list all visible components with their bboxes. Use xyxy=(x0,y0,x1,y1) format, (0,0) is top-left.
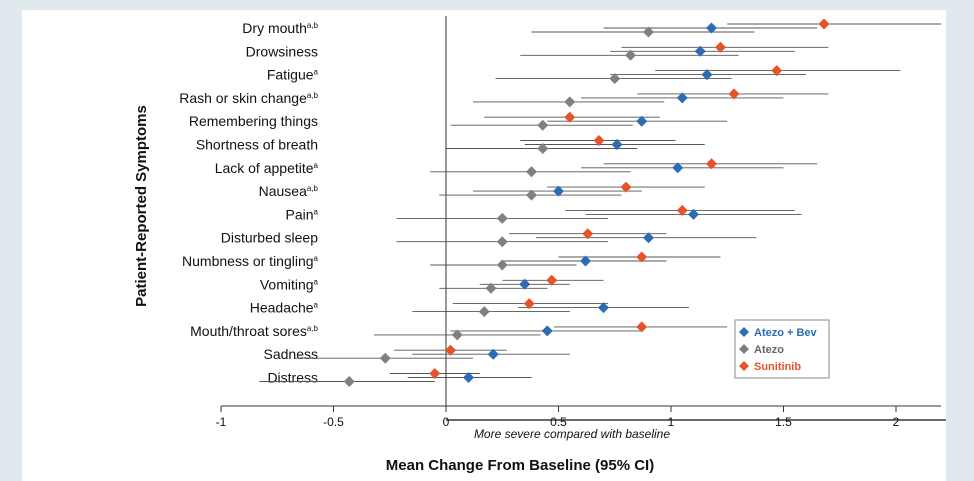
estimate-diamond xyxy=(485,282,497,294)
legend-label: Sunitinib xyxy=(754,361,801,373)
estimate-diamond xyxy=(564,96,576,108)
estimate-diamond xyxy=(611,139,623,150)
estimate-diamond xyxy=(445,344,456,356)
estimate-diamond xyxy=(643,26,654,38)
category-label: Drowsiness xyxy=(246,43,318,59)
estimate-diamond xyxy=(463,372,474,383)
x-tick-label: 0.5 xyxy=(550,415,567,429)
category-label: Paina xyxy=(286,206,319,222)
estimate-diamond xyxy=(343,376,355,387)
category-label: Disturbed sleep xyxy=(221,230,318,246)
estimate-diamond xyxy=(715,41,726,53)
legend-label: Atezo + Bev xyxy=(754,327,818,339)
estimate-diamond xyxy=(451,329,463,341)
category-label: Headachea xyxy=(250,300,319,316)
estimate-diamond xyxy=(771,65,783,77)
estimate-diamond xyxy=(706,22,717,34)
legend-diamond-icon xyxy=(739,327,749,337)
estimate-diamond xyxy=(526,189,537,201)
estimate-diamond xyxy=(598,302,609,314)
estimate-diamond xyxy=(625,49,636,61)
legend-diamond-icon xyxy=(739,344,749,354)
estimate-diamond xyxy=(546,274,558,286)
category-label: Numbness or tinglinga xyxy=(182,253,319,269)
estimate-diamond xyxy=(818,18,830,30)
category-label: Remembering things xyxy=(189,113,318,129)
estimate-diamond xyxy=(478,306,490,318)
estimate-diamond xyxy=(553,185,564,197)
x-tick-label: -1 xyxy=(216,415,227,429)
estimate-diamond xyxy=(728,88,740,100)
estimate-diamond xyxy=(537,119,549,131)
legend-label: Atezo xyxy=(754,344,784,356)
estimate-diamond xyxy=(593,135,605,146)
estimate-diamond xyxy=(564,111,576,123)
legend: Atezo + Bev Atezo Sunitinib xyxy=(734,319,830,379)
estimate-diamond xyxy=(496,212,508,224)
estimate-diamond xyxy=(636,251,648,263)
x-axis-label: Mean Change From Baseline (95% CI) xyxy=(386,457,654,474)
estimate-diamond xyxy=(609,73,621,85)
estimate-diamond xyxy=(580,255,591,267)
category-label: Distress xyxy=(267,370,318,386)
x-tick-label: 0 xyxy=(443,415,450,429)
estimate-diamond xyxy=(523,298,535,310)
estimate-diamond xyxy=(519,278,531,290)
y-axis-label: Patient-Reported Symptoms xyxy=(133,105,150,307)
x-tick-label: 1.5 xyxy=(775,415,792,429)
estimate-diamond xyxy=(636,115,648,127)
estimate-diamond xyxy=(701,69,713,81)
category-label: Mouth/throat soresa,b xyxy=(190,323,318,339)
chart-panel: Dry moutha,b Drowsiness Fatiguea Rash or sk… xyxy=(22,10,946,481)
x-tick-label: 1 xyxy=(668,415,675,429)
x-tick-label: 2 xyxy=(893,415,900,429)
estimate-diamond xyxy=(487,348,499,360)
estimate-diamond xyxy=(672,162,684,174)
estimate-diamond xyxy=(706,158,717,170)
x-axis: -1 -0.5 0 0.5 1 1.5 2 xyxy=(216,405,946,429)
legend-box xyxy=(734,319,830,379)
category-label: Dry moutha,b xyxy=(242,20,318,36)
estimate-diamond xyxy=(676,204,688,216)
estimate-diamond xyxy=(526,166,537,178)
estimate-diamond xyxy=(537,143,549,154)
estimate-diamond xyxy=(643,232,654,244)
data-marks xyxy=(259,18,941,387)
category-label: Fatiguea xyxy=(267,67,319,83)
x-tick-label: -0.5 xyxy=(323,415,344,429)
estimate-diamond xyxy=(688,208,699,220)
estimate-diamond xyxy=(429,368,441,379)
estimate-diamond xyxy=(582,228,594,240)
forest-plot: Dry moutha,b Drowsiness Fatiguea Rash or sk… xyxy=(133,16,946,474)
estimate-diamond xyxy=(496,259,508,271)
estimate-diamond xyxy=(379,352,391,364)
estimate-diamond xyxy=(676,92,688,104)
estimate-diamond xyxy=(496,236,508,248)
category-label: Nauseaa,b xyxy=(259,183,319,199)
legend-diamond-icon xyxy=(739,361,749,371)
category-label: Sadness xyxy=(264,346,318,362)
severity-annotation: More severe compared with baseline xyxy=(474,427,670,441)
estimate-diamond xyxy=(636,321,648,333)
estimate-diamond xyxy=(541,325,553,337)
category-label: Shortness of breath xyxy=(196,137,318,153)
category-label: Lack of appetitea xyxy=(215,160,319,176)
estimate-diamond xyxy=(620,181,632,193)
category-label: Rash or skin changea,b xyxy=(179,90,318,106)
category-labels: Dry moutha,b Drowsiness Fatiguea Rash or sk… xyxy=(179,20,318,386)
category-label: Vomitinga xyxy=(260,276,319,292)
estimate-diamond xyxy=(694,45,706,57)
